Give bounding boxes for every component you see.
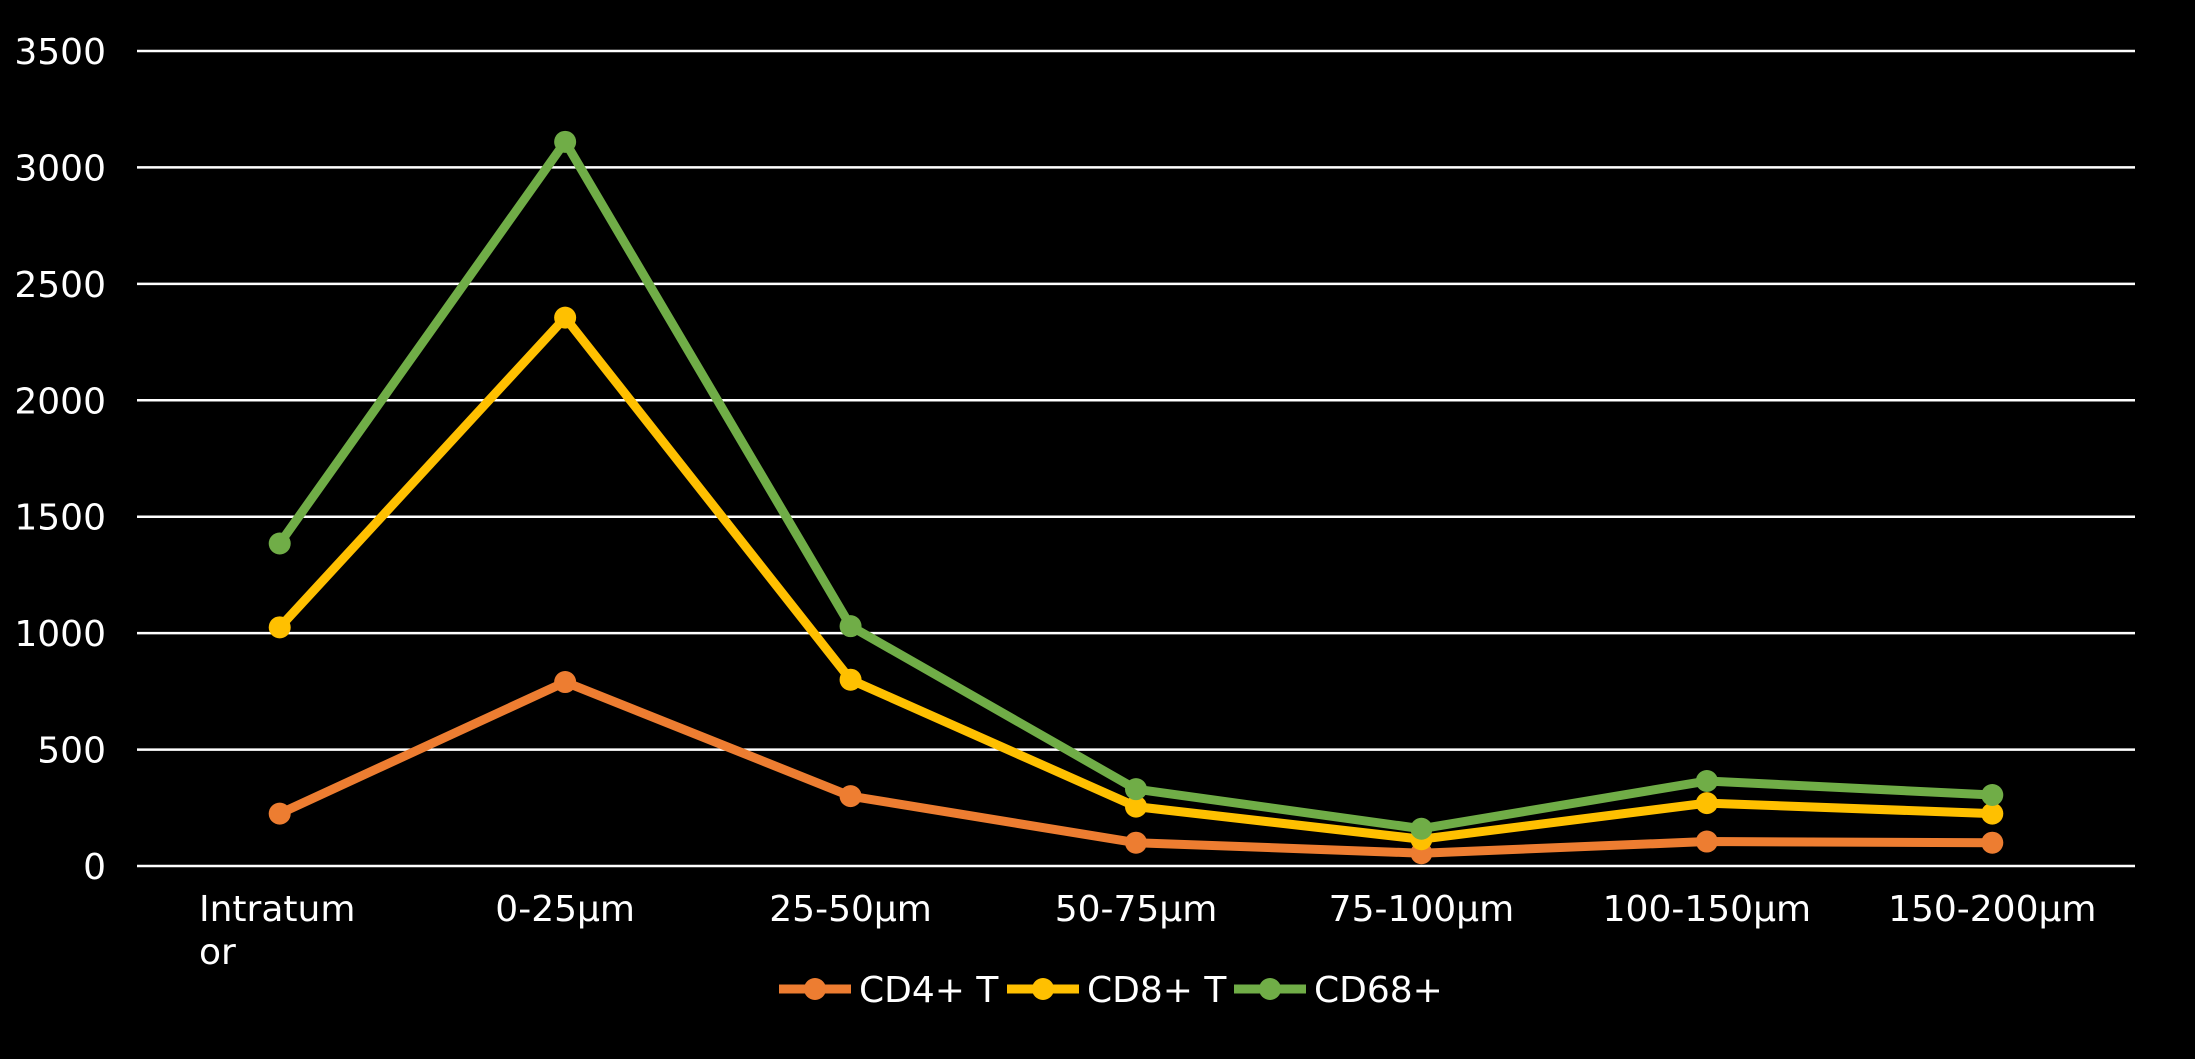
series-line — [275, 313, 1997, 844]
data-point — [1410, 817, 1433, 840]
data-point — [1981, 783, 2004, 806]
legend-item: CD4+ T — [779, 970, 999, 1011]
x-tick-label: 0-25μm — [495, 889, 635, 930]
x-tick-label: 100-150μm — [1603, 889, 1811, 930]
data-point — [1981, 802, 2004, 825]
legend-item: CD8+ T — [1007, 970, 1227, 1011]
series-lines — [268, 130, 2004, 865]
series-cd68 — [268, 130, 2004, 840]
data-point — [268, 802, 291, 825]
x-tick-label: 50-75μm — [1055, 889, 1218, 930]
data-point — [268, 616, 291, 639]
data-point — [1695, 792, 1718, 815]
legend-label: CD8+ T — [1087, 970, 1227, 1011]
x-tick-label: 25-50μm — [769, 889, 932, 930]
y-tick-label: 500 — [37, 731, 106, 772]
y-tick-label: 2500 — [14, 265, 106, 306]
y-tick-label: 0 — [83, 847, 106, 888]
data-point — [1125, 778, 1147, 801]
data-point — [1695, 770, 1718, 793]
data-point — [839, 785, 862, 808]
data-point — [1125, 795, 1147, 818]
legend-label: CD4+ T — [859, 970, 999, 1011]
data-point — [1125, 831, 1147, 854]
legend: CD4+ T CD8+ T CD68+ — [779, 970, 1443, 1011]
data-point — [1981, 831, 2004, 854]
x-tick-label: Intratum or — [199, 889, 355, 973]
legend-swatch-marker — [1032, 978, 1054, 1000]
data-point — [554, 130, 577, 153]
data-point — [554, 306, 577, 329]
data-point — [554, 671, 577, 694]
data-point — [268, 532, 291, 555]
series-cd4-t — [268, 671, 2004, 865]
y-tick-label: 2000 — [14, 381, 106, 422]
gridlines — [137, 49, 2135, 868]
data-point — [839, 615, 862, 638]
legend-swatch-marker — [1259, 978, 1281, 1000]
data-point — [1695, 830, 1718, 853]
y-tick-label: 1500 — [14, 498, 106, 539]
legend-item: CD68+ — [1234, 970, 1443, 1011]
legend-swatch-marker — [804, 978, 826, 1000]
y-tick-label: 3500 — [14, 32, 106, 73]
series-cd8-t — [268, 306, 2004, 851]
series-line — [275, 137, 1997, 834]
x-tick-label: 150-200μm — [1888, 889, 2096, 930]
x-tick-label: 75-100μm — [1329, 889, 1514, 930]
y-tick-label: 1000 — [14, 614, 106, 655]
data-point — [839, 668, 862, 691]
y-tick-label: 3000 — [14, 148, 106, 189]
series-line — [275, 677, 1997, 858]
legend-label: CD68+ — [1314, 970, 1443, 1011]
x-axis-ticks: Intratum or 0-25μm 25-50μm 50-75μm 75-100μm 10… — [199, 889, 2096, 973]
y-axis-ticks: 0 500 1000 1500 2000 2500 3000 3500 — [14, 32, 106, 888]
